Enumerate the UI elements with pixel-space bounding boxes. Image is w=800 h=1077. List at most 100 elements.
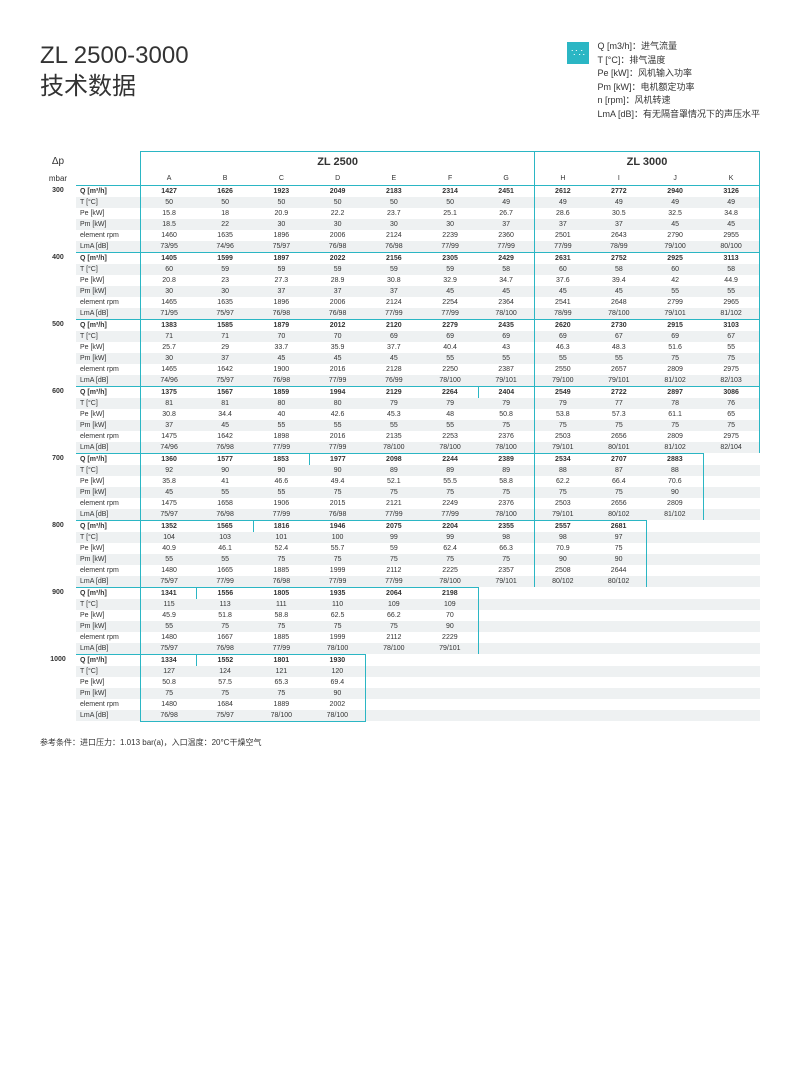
data-cell: 1635	[197, 297, 253, 308]
data-cell: 69	[478, 331, 534, 342]
data-cell: 87	[591, 465, 647, 476]
data-cell: 79	[478, 398, 534, 409]
data-cell: 1360	[141, 453, 197, 465]
param-label: T [°C]	[76, 398, 141, 409]
param-label: T [°C]	[76, 599, 141, 610]
data-cell: 74/96	[197, 241, 253, 253]
data-cell: 50	[141, 197, 197, 208]
data-cell	[534, 688, 590, 699]
data-cell: 1552	[197, 654, 253, 666]
data-cell	[703, 576, 759, 588]
data-cell: 55	[591, 353, 647, 364]
data-cell: 2064	[366, 587, 422, 599]
data-cell: 75	[366, 621, 422, 632]
data-cell: 2730	[591, 319, 647, 331]
param-label: Pm [kW]	[76, 688, 141, 699]
data-cell: 30.8	[141, 409, 197, 420]
data-cell: 58	[478, 264, 534, 275]
data-cell: 42.6	[309, 409, 365, 420]
data-cell: 2809	[647, 498, 703, 509]
data-cell: 23	[197, 275, 253, 286]
data-cell: 69	[647, 331, 703, 342]
dp-value: 400	[40, 252, 76, 319]
data-cell: 45	[591, 286, 647, 297]
data-cell: 81	[197, 398, 253, 409]
data-cell: 2534	[534, 453, 590, 465]
data-cell	[422, 688, 478, 699]
param-label: Pe [kW]	[76, 409, 141, 420]
dots-icon: ∵∴	[567, 42, 589, 64]
data-cell: 62.5	[309, 610, 365, 621]
data-cell	[422, 677, 478, 688]
data-cell: 1930	[309, 654, 365, 666]
dp-value: 300	[40, 185, 76, 252]
data-cell: 2549	[534, 386, 590, 398]
data-cell: 25.1	[422, 208, 478, 219]
data-cell: 2503	[534, 431, 590, 442]
data-cell: 74/96	[141, 442, 197, 454]
data-cell: 65	[703, 409, 759, 420]
data-cell: 2135	[366, 431, 422, 442]
param-label: LmA [dB]	[76, 375, 141, 387]
data-cell: 78/100	[591, 308, 647, 320]
param-label: LmA [dB]	[76, 308, 141, 320]
data-cell	[703, 465, 759, 476]
data-cell: 1684	[197, 699, 253, 710]
param-label: LmA [dB]	[76, 643, 141, 655]
param-label: Pm [kW]	[76, 353, 141, 364]
data-cell	[703, 666, 759, 677]
legend-block: ∵∴ Q [m3/h]：进气流量T [°C]：排气温度Pe [kW]：风机输入功…	[567, 40, 760, 121]
param-label: Pe [kW]	[76, 476, 141, 487]
column-header: G	[478, 172, 534, 185]
data-cell: 75	[309, 554, 365, 565]
data-cell: 46.6	[253, 476, 309, 487]
data-cell: 80	[309, 398, 365, 409]
data-cell: 1635	[197, 230, 253, 241]
data-cell: 2279	[422, 319, 478, 331]
param-label: Q [m³/h]	[76, 453, 141, 465]
data-cell	[478, 666, 534, 677]
param-label: Q [m³/h]	[76, 587, 141, 599]
data-cell: 1375	[141, 386, 197, 398]
data-cell: 75/97	[197, 308, 253, 320]
data-cell: 75	[591, 487, 647, 498]
param-label: Pm [kW]	[76, 487, 141, 498]
data-cell	[534, 587, 590, 599]
data-cell: 30	[141, 353, 197, 364]
param-label: element rpm	[76, 632, 141, 643]
data-cell: 76/98	[253, 576, 309, 588]
data-cell: 76/98	[309, 241, 365, 253]
param-label: T [°C]	[76, 197, 141, 208]
data-cell: 2305	[422, 252, 478, 264]
data-cell: 28.6	[534, 208, 590, 219]
data-cell: 2429	[478, 252, 534, 264]
data-cell: 75	[422, 554, 478, 565]
data-cell: 1565	[197, 520, 253, 532]
data-cell: 2253	[422, 431, 478, 442]
data-cell	[591, 621, 647, 632]
data-cell: 53.8	[534, 409, 590, 420]
data-cell: 30	[366, 219, 422, 230]
data-cell: 2156	[366, 252, 422, 264]
param-label: LmA [dB]	[76, 509, 141, 521]
data-cell	[534, 621, 590, 632]
column-header: K	[703, 172, 759, 185]
data-cell: 88	[647, 465, 703, 476]
data-cell: 43	[478, 342, 534, 353]
data-cell: 2508	[534, 565, 590, 576]
data-cell: 18.5	[141, 219, 197, 230]
data-cell	[703, 654, 759, 666]
data-cell: 49	[703, 197, 759, 208]
data-cell	[703, 610, 759, 621]
data-cell	[591, 643, 647, 655]
data-cell: 59	[366, 543, 422, 554]
data-cell: 2016	[309, 431, 365, 442]
data-cell: 34.7	[478, 275, 534, 286]
footnote: 参考条件：进口压力：1.013 bar(a)，入口温度：20°C干燥空气	[40, 737, 760, 748]
data-cell: 92	[141, 465, 197, 476]
data-cell: 1383	[141, 319, 197, 331]
data-cell: 121	[253, 666, 309, 677]
data-cell: 2098	[366, 453, 422, 465]
data-cell: 2620	[534, 319, 590, 331]
param-label: Q [m³/h]	[76, 520, 141, 532]
